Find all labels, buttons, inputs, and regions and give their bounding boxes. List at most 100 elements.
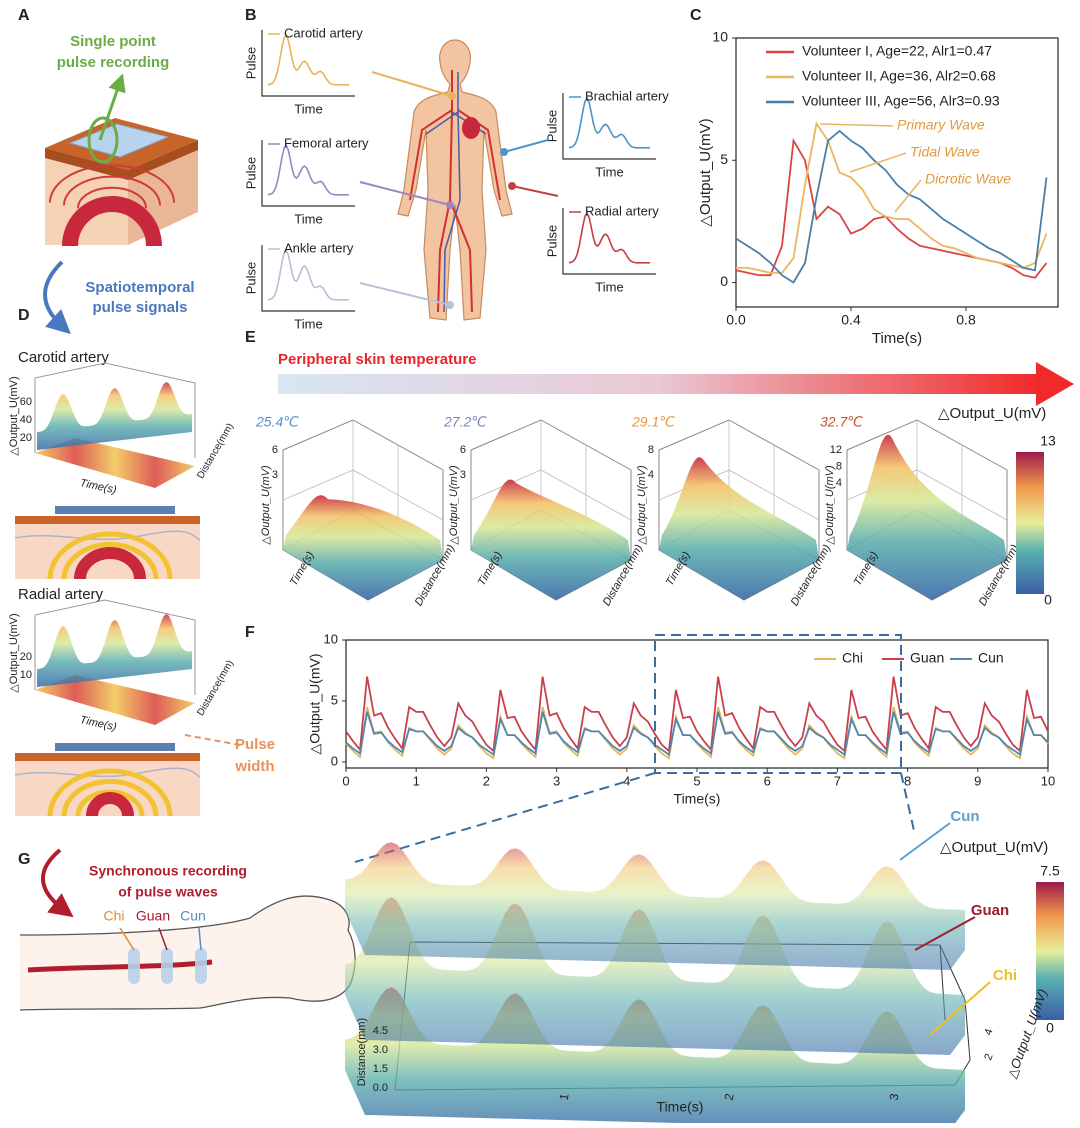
x-tick-label: 3 [553,773,560,788]
axis-label: Time [294,211,322,226]
title: Single point [70,33,156,50]
z-tick-label: 3 [460,469,466,481]
connector [503,139,549,153]
z-tick-label: 6 [272,444,278,456]
x-tick-label: 0 [342,773,349,788]
colorbar-title: △Output_U(mV) [938,405,1046,422]
y-tick-label: 10 [324,631,338,646]
skin-edge [45,140,198,180]
site-leader [119,927,135,951]
annotation: width [234,758,274,775]
mini-axis [261,140,355,207]
temperature-arrow [278,374,1038,394]
x-tick-label: 9 [974,773,981,788]
axis-label: △Output_U(mV) [636,465,648,545]
connector [359,282,451,306]
arrow-text: Spatiotemporal [85,279,194,296]
series-line [345,711,1049,757]
z-tick-label: 2 [982,1052,995,1062]
legend-label: Cun [978,650,1004,666]
zoom-link [900,772,916,836]
vessel-dome [74,547,146,580]
axis-label: Time [294,316,322,331]
connector [511,185,559,197]
connector [371,71,453,97]
x-tick-label: 6 [764,773,771,788]
artery [62,196,162,247]
pulse-curve [568,96,650,149]
panel-letter: E [245,329,256,346]
skin-layer [15,516,200,524]
annotation: Pulse [235,736,275,753]
layer-surface [345,842,965,970]
y-tick-label: 0.0 [373,1082,388,1094]
colorbar [1016,452,1044,594]
y-axis-title: △Output_U(mV) [307,653,323,754]
y-tick-label: 10 [712,29,728,45]
heart [462,117,480,139]
site-dot [448,92,456,100]
site-dot [446,301,454,309]
title: Peripheral skin temperature [278,351,476,368]
curved-arrow [43,260,71,335]
wave-arc [63,175,161,206]
vessel-dome [86,792,134,817]
annotation-leader [819,123,894,127]
probe-arrow [98,73,126,141]
pulse-curve [267,33,349,86]
z-tick-label: 6 [460,444,466,456]
mini-axis [261,30,355,97]
axis-label: Pulse [544,110,559,143]
wave-arc [77,186,147,209]
legend-label: Volunteer I, Age=22, Alr1=0.47 [802,43,992,59]
x-tick-label: 5 [693,773,700,788]
surface [283,495,443,600]
axis-label: △Output_U(mV) [8,613,20,692]
z-tick-label: 8 [836,461,842,473]
site-dot [508,182,516,190]
y-tick-label: 3.0 [373,1044,388,1056]
surface [659,457,819,600]
sensor-bar [55,743,175,751]
x-tick-label: 1 [413,773,420,788]
legend-label: Chi [842,650,863,666]
x-tick-label: 2 [483,773,490,788]
pressure-arc [61,542,159,580]
panel-letter: F [245,624,255,641]
axis-label: △Output_U(mV) [824,465,836,545]
z-tick-label: 3 [272,469,278,481]
surface [471,479,631,600]
axis-label: Time [595,164,623,179]
annotation-leader [894,179,922,213]
site-title: Radial artery [18,586,104,603]
axis-label: Pulse [243,262,258,295]
temperature-arrowhead [1036,362,1074,406]
sensor [195,948,207,984]
y-tick-label: 0 [331,753,338,768]
panel-letter: A [18,7,30,24]
mini-axis [562,93,656,160]
z-tick-label: 20 [20,432,32,444]
axis-label: Pulse [544,225,559,258]
skin-left [45,158,128,245]
pulse-curve [568,211,650,264]
skin-layer [15,753,200,761]
artery-lines [409,70,501,313]
annotation: Primary Wave [897,117,985,133]
layer-label: Cun [950,808,979,825]
z-tick-label: 4 [836,477,842,489]
layer-leader [929,981,991,1036]
title: of pulse waves [118,884,218,900]
temperature: 25.4℃ [255,414,299,430]
pressure-arc [47,531,173,580]
z-tick-label: 60 [20,396,32,408]
colorbar-tick-label: 0 [1044,592,1052,608]
x-tick-label: 4 [623,773,630,788]
pulse-curve [267,143,349,196]
surface [847,434,1007,600]
x-tick-label: 8 [904,773,911,788]
arrow-text: pulse signals [92,299,187,316]
artery-name: Ankle artery [284,240,354,255]
